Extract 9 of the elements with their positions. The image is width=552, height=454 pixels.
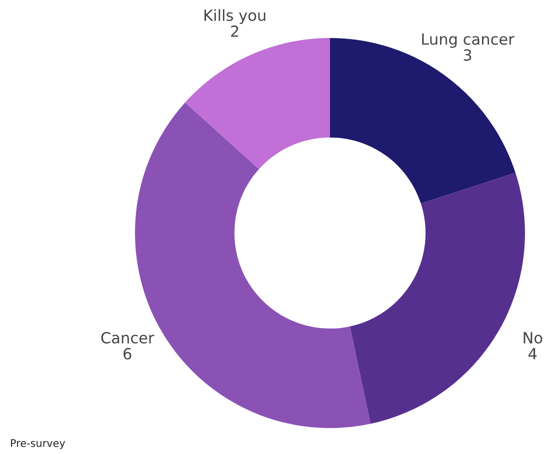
data-label: 4 xyxy=(528,348,537,360)
slice-label: Cancer xyxy=(101,332,154,344)
slice-label: No xyxy=(524,332,542,344)
data-label: 2 xyxy=(231,25,238,37)
slice-label: Kills you xyxy=(204,9,266,24)
slice-label: Lung cancer xyxy=(422,34,514,48)
data-label: 6 xyxy=(124,348,132,360)
text: Pre-survey xyxy=(11,439,66,450)
data-label: 3 xyxy=(464,49,472,61)
